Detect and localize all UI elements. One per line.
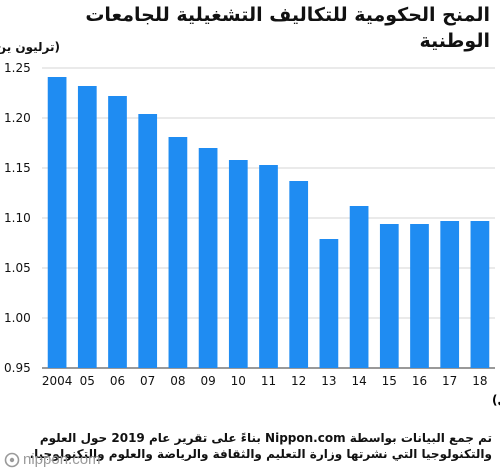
y-tick-label: 0.95 (4, 361, 31, 375)
bar (319, 239, 339, 368)
x-tick-label: 2004 (42, 374, 73, 388)
bar (259, 165, 278, 368)
y-tick-label: 1.20 (4, 111, 31, 125)
y-axis-ticks: 1.25 1.20 1.15 1.10 1.05 1.00 0.95 (4, 61, 31, 375)
x-tick-label: 14 (351, 374, 366, 388)
x-tick-label: 11 (261, 374, 276, 388)
bar (77, 86, 97, 368)
nippon-logo-icon (4, 452, 20, 467)
bar (470, 221, 490, 368)
x-tick-label: 10 (231, 374, 246, 388)
y-tick-label: 1.05 (4, 261, 31, 275)
x-tick-label: 16 (412, 374, 427, 388)
source-footnote: تم جمع البيانات بواسطة Nippon.com بناءً … (29, 431, 492, 461)
x-tick-label: 18 (472, 374, 487, 388)
x-tick-label: 06 (110, 374, 125, 388)
y-tick-label: 1.00 (4, 311, 31, 325)
bar (379, 224, 399, 368)
y-axis-unit-label: (ترليون ين) (0, 40, 60, 54)
x-tick-label: 09 (200, 374, 215, 388)
bar (168, 137, 188, 368)
y-tick-label: 1.15 (4, 161, 31, 175)
x-axis-label: (العام المالي) (492, 393, 500, 408)
y-tick-label: 1.10 (4, 211, 31, 225)
x-tick-label: 05 (80, 374, 95, 388)
bar (440, 221, 460, 368)
bar (47, 77, 67, 368)
x-tick-label: 07 (140, 374, 155, 388)
x-tick-label: 12 (291, 374, 306, 388)
chart-title: المنح الحكومية للتكاليف التشغيلية للجامع… (85, 4, 490, 52)
bar (349, 206, 369, 368)
x-tick-label: 17 (442, 374, 457, 388)
x-tick-label: 08 (170, 374, 185, 388)
x-tick-label: 15 (382, 374, 397, 388)
bars (47, 77, 490, 368)
bar (410, 224, 429, 368)
bar (198, 148, 218, 368)
nippon-logo: nippon.com (4, 451, 101, 468)
y-tick-label: 1.25 (4, 61, 31, 75)
bar (228, 160, 248, 368)
bar (289, 181, 309, 368)
x-tick-label: 13 (321, 374, 336, 388)
bar (108, 96, 127, 368)
logo-text: nippon.com (23, 451, 101, 468)
bar (138, 114, 158, 368)
x-axis-ticks: 2004 05 06 07 08 09 10 11 12 13 14 15 16 17 18 (42, 374, 488, 388)
